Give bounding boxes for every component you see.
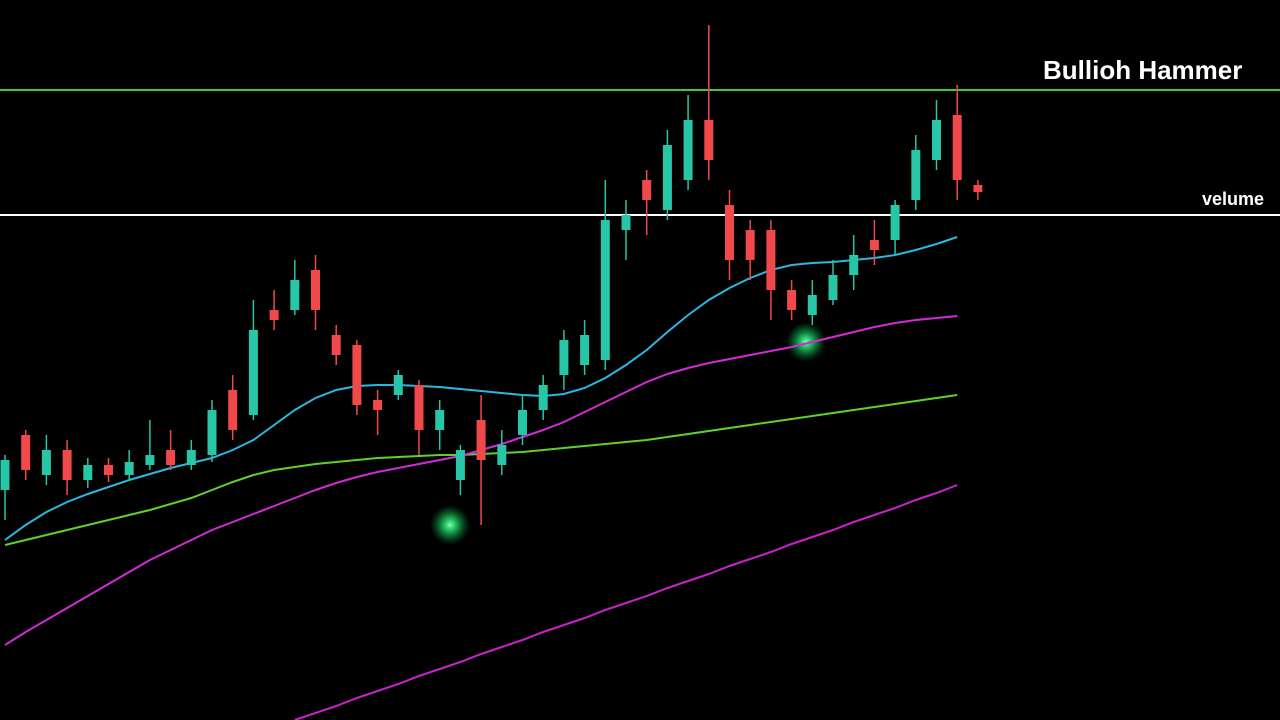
- candle-body: [518, 410, 527, 435]
- candle-body: [890, 205, 900, 240]
- candle-body: [807, 295, 817, 315]
- candle-body: [725, 205, 734, 260]
- candle-body: [311, 270, 320, 310]
- candle-body: [290, 280, 300, 310]
- candle-body: [559, 340, 569, 375]
- candle-body: [248, 330, 258, 415]
- candle-body: [62, 450, 72, 480]
- candle-body: [932, 120, 941, 160]
- candle-body: [0, 460, 10, 490]
- candle-body: [352, 345, 362, 405]
- candle-body: [828, 275, 838, 300]
- candle-body: [662, 145, 672, 210]
- candle-body: [911, 150, 921, 200]
- candle-body: [869, 240, 879, 250]
- candle-body: [331, 335, 341, 355]
- candle-body: [145, 455, 155, 465]
- candle-body: [849, 255, 859, 275]
- level-label: Bullioh Hammer: [1043, 55, 1242, 85]
- candle-body: [124, 462, 134, 475]
- candle-body: [704, 120, 714, 160]
- candle-body: [435, 410, 445, 430]
- candle-body: [952, 115, 962, 180]
- signal-glow: [786, 322, 826, 362]
- signal-glow: [430, 505, 470, 545]
- candle-body: [21, 435, 31, 470]
- indicator-line: [4, 236, 958, 541]
- candle-body: [393, 375, 403, 395]
- candle-body: [83, 465, 93, 480]
- candle-body: [973, 185, 983, 192]
- candle-body: [766, 230, 776, 290]
- candle-body: [104, 465, 113, 475]
- candle-body: [600, 220, 610, 360]
- candle-body: [621, 215, 631, 230]
- candle-body: [538, 385, 548, 410]
- candle-body: [497, 445, 507, 465]
- candle-body: [787, 290, 797, 310]
- candle-body: [228, 390, 238, 430]
- candle-body: [683, 120, 693, 180]
- candle-body: [580, 335, 590, 365]
- candle-body: [41, 450, 51, 475]
- candle-body: [207, 410, 217, 455]
- candle-body: [455, 450, 465, 480]
- candle-body: [373, 400, 383, 410]
- indicator-line: [294, 484, 958, 720]
- candle-body: [269, 310, 279, 320]
- candle-body: [476, 420, 486, 460]
- candle-body: [166, 450, 176, 465]
- level-label: velume: [1202, 189, 1264, 209]
- candle-body: [186, 450, 196, 465]
- candle-body: [642, 180, 652, 200]
- candle-body: [745, 230, 755, 260]
- candle-body: [414, 385, 424, 430]
